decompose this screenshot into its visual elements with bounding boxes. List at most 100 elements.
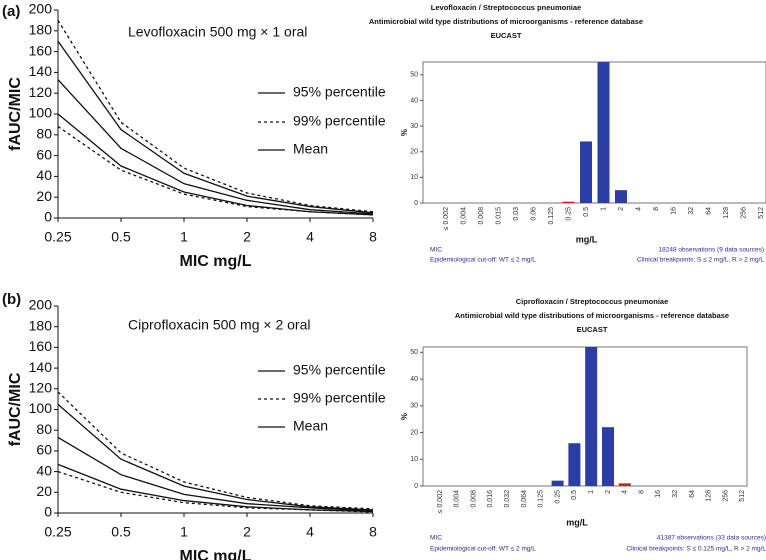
plot-frame bbox=[422, 61, 766, 204]
x-tick-label: 32 bbox=[688, 207, 695, 215]
chart-title: Ciprofloxacin / Streptococcus pneumoniae bbox=[516, 297, 669, 306]
series-line bbox=[57, 436, 374, 512]
y-tick-label: 50 bbox=[410, 349, 418, 356]
bar bbox=[602, 427, 614, 486]
x-tick-label: 0.016 bbox=[487, 490, 494, 508]
x-tick-label: 0.06 bbox=[530, 207, 537, 221]
y-tick-label: 40 bbox=[36, 462, 52, 478]
series-line bbox=[57, 463, 374, 513]
x-tick-label: 512 bbox=[739, 490, 746, 502]
series-line bbox=[57, 40, 374, 214]
series-line bbox=[57, 391, 374, 510]
x-axis-label: MIC mg/L bbox=[180, 548, 252, 560]
x-tick-label: 128 bbox=[723, 207, 730, 219]
y-tick-label: 160 bbox=[29, 42, 53, 58]
y-tick-label: 80 bbox=[36, 421, 52, 437]
bars bbox=[551, 347, 631, 486]
legend-label: 95% percentile bbox=[293, 362, 386, 378]
y-tick-label: 60 bbox=[36, 442, 52, 458]
y-tick-label: 200 bbox=[29, 1, 53, 17]
x-tick-label: 0.015 bbox=[495, 207, 502, 225]
bar bbox=[551, 480, 564, 486]
y-axis-label: % bbox=[400, 413, 409, 420]
x-tick-label: 0.004 bbox=[454, 490, 461, 508]
x-tick-label: 0.125 bbox=[548, 207, 555, 225]
bar bbox=[568, 443, 581, 486]
x-tick-label: 64 bbox=[689, 490, 696, 498]
chart-title: Antimicrobial wild type distributions of… bbox=[369, 17, 643, 26]
x-tick-label: 8 bbox=[653, 207, 660, 211]
y-axis-label: fAUC/MIC bbox=[7, 77, 24, 151]
series-line bbox=[57, 403, 374, 511]
y-axis-label: % bbox=[400, 129, 409, 136]
y-tick-label: 40 bbox=[410, 376, 418, 383]
x-tick-label: 0.25 bbox=[554, 490, 561, 504]
x-tick-label: 8 bbox=[638, 490, 645, 494]
footer: Epidemiological cut-off: WT ≤ 2 mg/L bbox=[430, 257, 536, 264]
x-tick-label: 8 bbox=[369, 524, 377, 540]
y-tick-label: 140 bbox=[29, 63, 53, 79]
y-tick-label: 200 bbox=[29, 297, 53, 313]
x-tick-label: 0.004 bbox=[460, 207, 467, 225]
y-tick-label: 180 bbox=[29, 22, 53, 38]
y-tick-label: 0 bbox=[414, 483, 418, 490]
bar bbox=[580, 141, 592, 203]
y-tick-label: 20 bbox=[410, 429, 418, 436]
y-tick-label: 10 bbox=[410, 456, 418, 463]
footer: MIC bbox=[430, 535, 442, 542]
y-tick-label: 180 bbox=[29, 317, 53, 333]
bars bbox=[562, 62, 627, 203]
y-tick-label: 40 bbox=[36, 167, 52, 183]
x-tick-label: 4 bbox=[622, 490, 629, 494]
x-tick-label: 1 bbox=[588, 490, 595, 494]
chart-title: Levofloxacin / Streptococcus pneumoniae bbox=[431, 3, 581, 12]
x-tick-label: 4 bbox=[306, 229, 314, 245]
footer: 18248 observations (9 data sources) bbox=[658, 247, 764, 254]
series-line bbox=[57, 79, 374, 215]
x-tick-label: 32 bbox=[672, 490, 679, 498]
legend-label: 95% percentile bbox=[293, 84, 386, 100]
x-tick-label: 0.25 bbox=[44, 524, 71, 540]
series-line bbox=[57, 470, 374, 513]
x-tick-label: 16 bbox=[655, 490, 662, 498]
x-tick-label: 2 bbox=[605, 490, 612, 494]
x-tick-label: 1 bbox=[600, 207, 607, 211]
y-tick-label: 10 bbox=[410, 174, 418, 181]
x-tick-label: 256 bbox=[740, 207, 747, 219]
x-tick-label: 0.5 bbox=[583, 207, 590, 217]
footer: Clinical breakpoints: S ≤ 0.125 mg/L, R … bbox=[626, 546, 766, 553]
y-tick-label: 20 bbox=[36, 188, 52, 204]
x-tick-label: 2 bbox=[618, 207, 625, 211]
footer: Clinical breakpoints: S ≤ 2 mg/L, R > 2 … bbox=[637, 257, 764, 264]
y-tick-label: 50 bbox=[410, 72, 418, 79]
x-tick-label: 0.5 bbox=[111, 229, 131, 245]
x-tick-label: 0.03 bbox=[513, 207, 520, 221]
footer: Epidemiological cut-off: WT ≤ 2 mg/L bbox=[430, 546, 536, 553]
x-tick-label: 0.5 bbox=[571, 490, 578, 500]
y-tick-label: 60 bbox=[36, 146, 52, 162]
x-tick-label: 64 bbox=[705, 207, 712, 215]
plot-frame bbox=[422, 346, 748, 487]
y-tick-label: 20 bbox=[410, 149, 418, 156]
x-tick-label: 0.125 bbox=[538, 490, 545, 508]
y-tick-label: 20 bbox=[36, 483, 52, 499]
legend-label: Mean bbox=[293, 141, 328, 157]
series-line bbox=[57, 125, 374, 216]
bar bbox=[597, 62, 610, 203]
y-tick-label: 30 bbox=[410, 123, 418, 130]
annotation: Ciprofloxacin 500 mg × 2 oral bbox=[128, 317, 311, 333]
x-tick-label: 0.032 bbox=[504, 490, 511, 508]
x-tick-label: 16 bbox=[670, 207, 677, 215]
y-tick-label: 30 bbox=[410, 403, 418, 410]
x-tick-label: 0.008 bbox=[478, 207, 485, 225]
chart-title: EUCAST bbox=[491, 31, 522, 40]
x-tick-label: 1 bbox=[180, 524, 188, 540]
panel-label: (a) bbox=[2, 3, 20, 20]
chart-title: Antimicrobial wild type distributions of… bbox=[455, 311, 729, 320]
y-tick-label: 0 bbox=[44, 209, 52, 225]
x-tick-label: 2 bbox=[243, 524, 251, 540]
x-tick-label: 1 bbox=[180, 229, 188, 245]
x-axis-label: mg/L bbox=[576, 234, 598, 244]
y-tick-label: 100 bbox=[29, 105, 53, 121]
